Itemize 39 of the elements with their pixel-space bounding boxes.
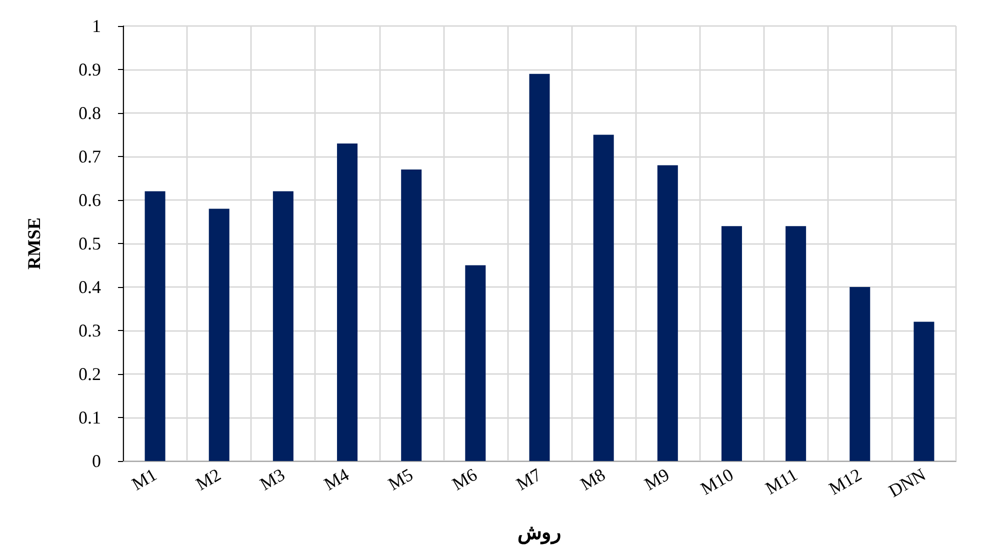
x-tick-label: M12 <box>825 464 865 499</box>
x-tick-label: DNN <box>885 464 929 502</box>
x-tick-label: M9 <box>641 464 673 494</box>
y-tick-label: 0.3 <box>78 320 101 340</box>
bar <box>272 191 294 461</box>
y-axis-title: RMSE <box>24 217 44 270</box>
x-tick-label: M7 <box>512 464 545 494</box>
y-tick-label: 0.2 <box>78 364 101 384</box>
bar <box>657 165 678 461</box>
x-tick-label: M4 <box>320 464 352 494</box>
y-tick-label: 0.1 <box>78 408 101 428</box>
x-axis-title: روش <box>518 522 562 545</box>
bar <box>786 226 806 461</box>
y-tick-label: 0 <box>92 451 101 471</box>
bar <box>914 322 934 461</box>
bar <box>465 265 486 461</box>
bar <box>593 134 614 461</box>
y-tick-label: 0.7 <box>78 146 101 166</box>
y-tick-label: 0.5 <box>78 234 101 254</box>
x-tick-label: M8 <box>576 464 609 494</box>
bar <box>144 191 166 461</box>
y-tick-label: 0.9 <box>78 60 101 80</box>
bar <box>850 287 870 461</box>
x-tick-label: M5 <box>384 464 416 494</box>
y-tick-label: 1 <box>92 16 101 36</box>
bar <box>401 170 422 461</box>
x-tick-label: M3 <box>256 464 288 494</box>
x-tick-label: M2 <box>192 464 224 494</box>
y-tick-label: 0.6 <box>78 190 101 210</box>
x-tick-label: M1 <box>128 464 160 494</box>
bar <box>529 74 550 461</box>
bar <box>337 143 358 461</box>
y-tick-label: 0.4 <box>78 277 101 297</box>
y-tick-label: 0.8 <box>78 103 101 123</box>
x-tick-label: M6 <box>448 464 480 494</box>
x-tick-label: M11 <box>762 464 801 498</box>
bar <box>721 226 742 461</box>
bar <box>208 208 230 461</box>
x-tick-label: M10 <box>697 464 737 499</box>
